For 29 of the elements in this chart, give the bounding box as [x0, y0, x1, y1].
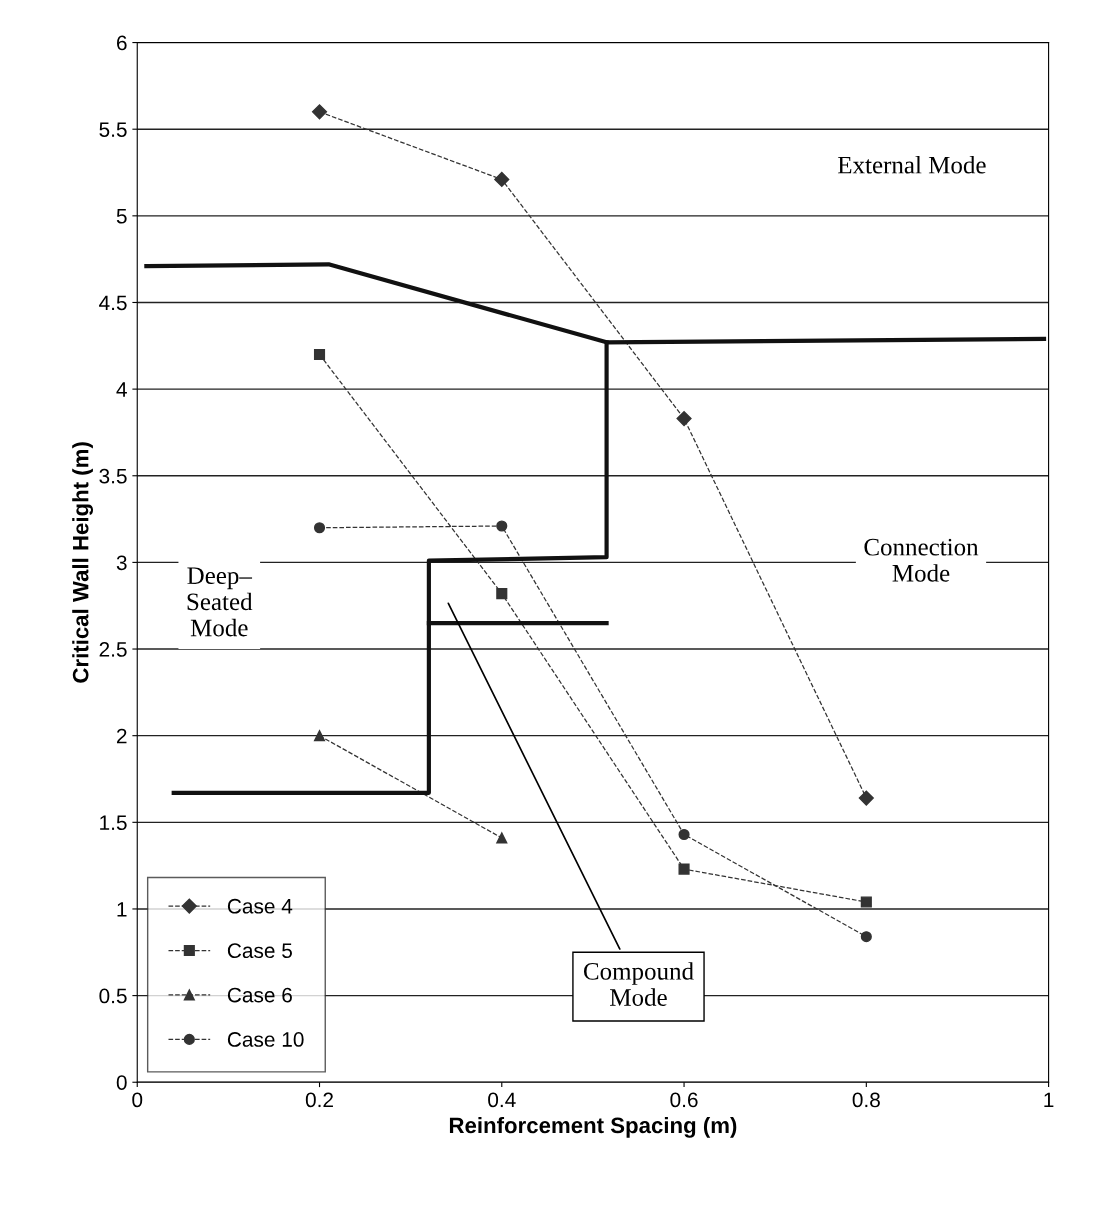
y-tick-label: 0.5: [99, 988, 127, 1004]
y-tick-label: 4.5: [99, 295, 127, 311]
y-tick-label: 6: [117, 35, 127, 51]
y-axis-title: Critical Wall Height (m): [72, 442, 94, 683]
annotation: External Mode: [837, 155, 986, 174]
annotation: Deep– Seated Mode: [187, 567, 253, 637]
x-tick-label: 0.2: [305, 1092, 333, 1108]
legend-label: Case 10: [227, 1032, 304, 1047]
x-tick-label: 0: [132, 1092, 143, 1108]
y-tick-label: 1: [117, 902, 127, 917]
legend-label: Case 6: [227, 987, 292, 1003]
x-tick-label: 0.6: [670, 1092, 698, 1108]
y-tick-label: 1.5: [100, 815, 127, 831]
y-tick-label: 2.5: [99, 642, 127, 657]
y-tick-label: 0: [116, 1075, 127, 1090]
y-tick-label: 2: [116, 728, 127, 744]
annotation: Connection Mode: [864, 538, 979, 582]
y-tick-label: 3.5: [99, 468, 127, 484]
legend-label: Case 5: [227, 943, 292, 959]
legend-label: Case 4: [227, 898, 293, 914]
y-tick-label: 3: [116, 555, 127, 571]
x-axis-title: Reinforcement Spacing (m): [449, 1116, 737, 1138]
y-tick-label: 5: [116, 209, 127, 224]
x-tick-label: 1: [1044, 1092, 1054, 1108]
y-tick-label: 4: [116, 382, 127, 397]
x-tick-label: 0.4: [488, 1092, 516, 1108]
y-tick-label: 5.5: [99, 122, 127, 137]
annotation: Compound Mode: [583, 962, 694, 1006]
x-tick-label: 0.8: [852, 1092, 880, 1108]
